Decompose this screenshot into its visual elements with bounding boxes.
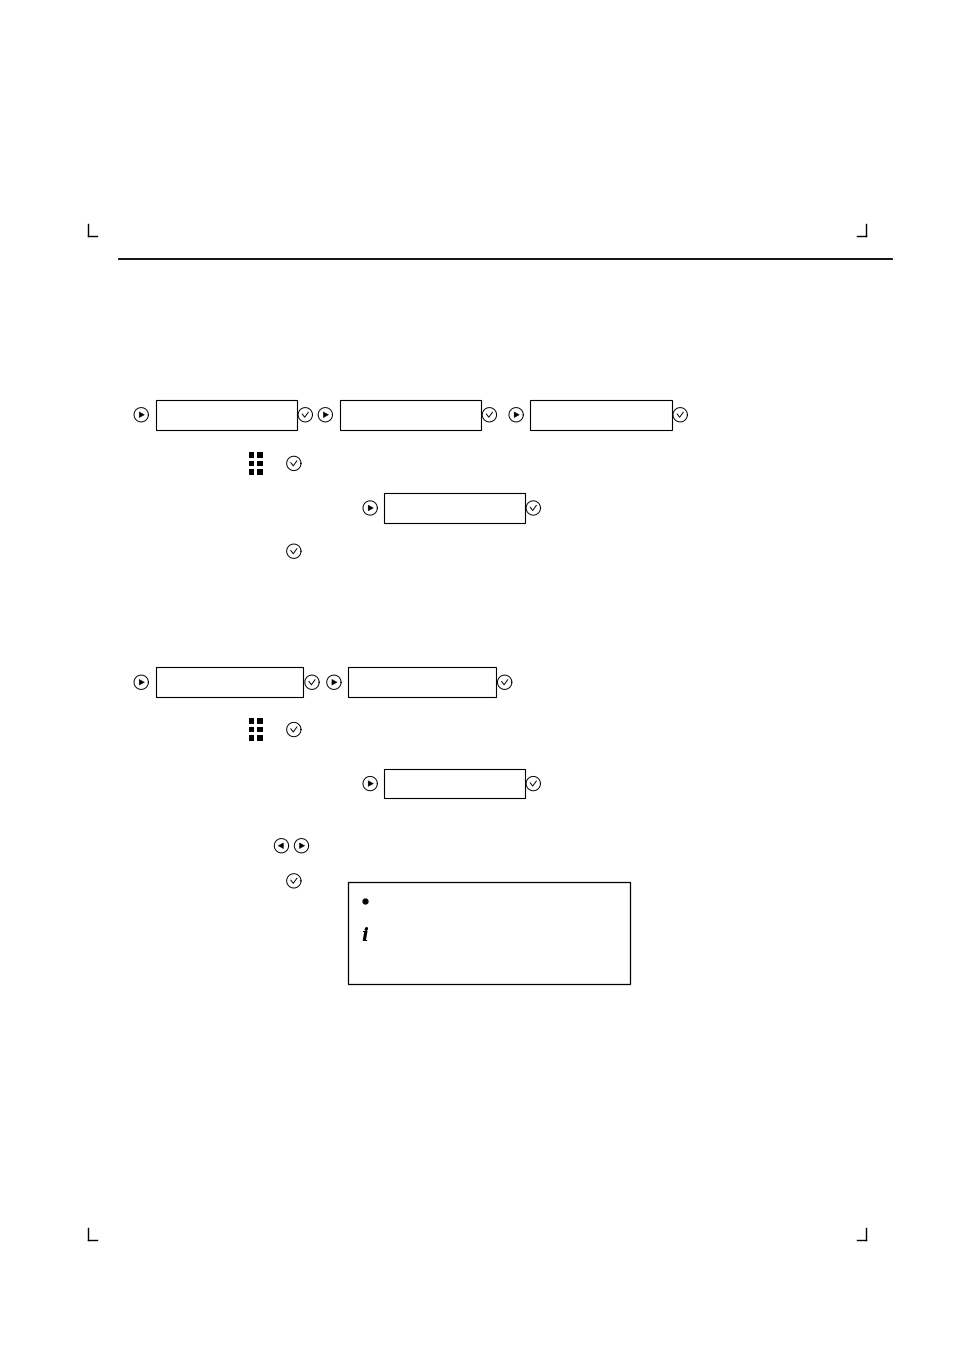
Bar	[248, 469, 253, 474]
Bar	[257, 735, 263, 740]
Bar	[383, 769, 524, 798]
Bar	[257, 727, 263, 732]
Bar	[155, 400, 296, 430]
Polygon shape	[368, 781, 373, 786]
Bar	[155, 667, 303, 697]
Bar	[257, 469, 263, 474]
Text: i: i	[360, 927, 368, 944]
Polygon shape	[332, 680, 336, 685]
Polygon shape	[368, 505, 373, 511]
Polygon shape	[139, 412, 144, 417]
Bar	[248, 453, 253, 458]
Bar	[530, 400, 671, 430]
Polygon shape	[278, 843, 283, 848]
Bar	[339, 400, 480, 430]
Bar	[383, 493, 524, 523]
Polygon shape	[299, 843, 304, 848]
Bar	[348, 882, 629, 984]
Bar	[257, 461, 263, 466]
Polygon shape	[514, 412, 518, 417]
Bar	[248, 727, 253, 732]
Bar	[248, 719, 253, 724]
Polygon shape	[323, 412, 328, 417]
Bar	[248, 735, 253, 740]
Polygon shape	[139, 680, 144, 685]
Bar	[248, 461, 253, 466]
Bar	[257, 719, 263, 724]
Bar	[348, 667, 496, 697]
Bar	[257, 453, 263, 458]
